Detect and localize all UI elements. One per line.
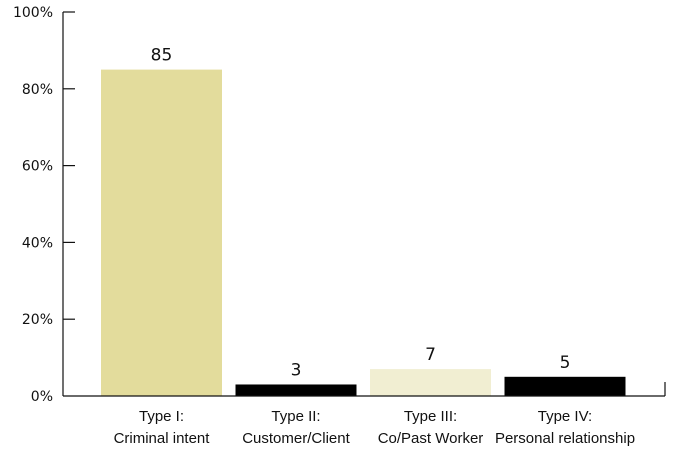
x-tick-label: Personal relationship xyxy=(495,430,635,447)
data-label: 3 xyxy=(291,360,302,380)
x-tick-label: Co/Past Worker xyxy=(378,430,484,447)
x-tick-label: Type I: xyxy=(139,408,184,425)
bar xyxy=(101,69,222,396)
y-tick-label: 40% xyxy=(22,235,53,251)
x-tick-label: Type II: xyxy=(271,408,320,425)
y-axis: 0% 20% 40% 60% 80% 100% xyxy=(13,5,75,405)
y-tick-label: 20% xyxy=(22,312,53,328)
y-tick-label: 60% xyxy=(22,159,53,175)
y-tick-label: 0% xyxy=(31,389,53,405)
data-label: 5 xyxy=(560,353,571,373)
y-tick-label: 80% xyxy=(22,82,53,98)
bars xyxy=(101,69,626,396)
y-tick-label: 100% xyxy=(13,5,53,21)
bar xyxy=(504,376,626,396)
x-tick-label: Type IV: xyxy=(538,408,592,425)
data-label: 85 xyxy=(151,46,173,66)
x-tick-label: Type III: xyxy=(404,408,457,425)
bar xyxy=(370,369,491,396)
x-axis: Type I: Criminal intent Type II: Customer/C… xyxy=(63,382,666,447)
data-labels: 85 3 7 5 xyxy=(151,46,571,381)
x-tick-label: Criminal intent xyxy=(114,430,211,447)
bar xyxy=(235,384,357,396)
data-label: 7 xyxy=(425,345,436,365)
x-tick-label: Customer/Client xyxy=(242,430,350,447)
